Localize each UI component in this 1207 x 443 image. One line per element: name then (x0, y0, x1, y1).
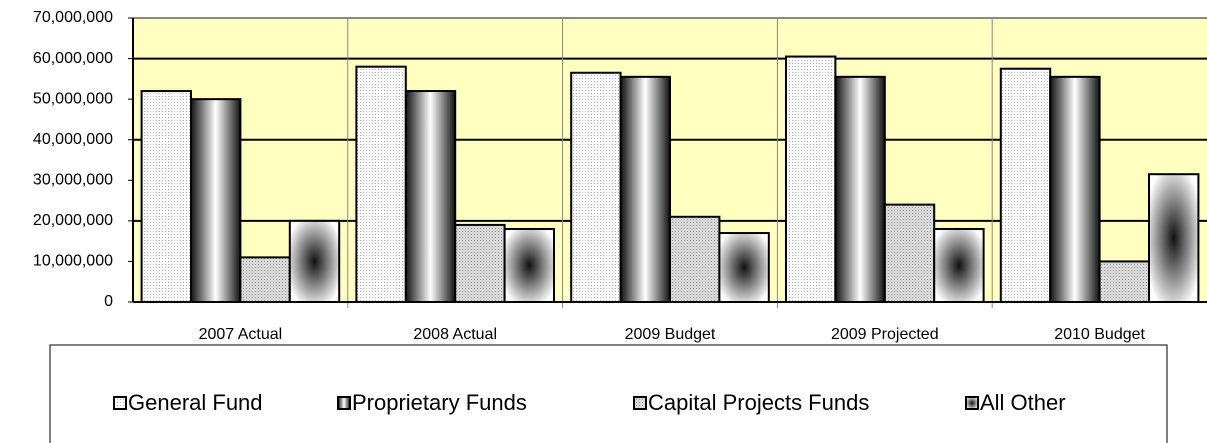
legend-label: Proprietary Funds (352, 390, 527, 415)
bar (404, 90, 457, 304)
x-tick-label: 2008 Actual (413, 326, 497, 343)
legend-label: General Fund (128, 390, 263, 415)
bar (355, 65, 407, 303)
y-tick-label: 0 (104, 293, 113, 310)
bar (834, 75, 886, 304)
bar (933, 227, 985, 304)
bar (288, 219, 341, 304)
bar (669, 215, 721, 303)
y-tick-label: 10,000,000 (33, 253, 113, 270)
bar (570, 71, 622, 304)
y-tick-label: 50,000,000 (33, 90, 113, 107)
x-tick-label: 2009 Budget (625, 326, 716, 343)
bar (999, 67, 1052, 304)
y-tick-label: 60,000,000 (33, 50, 113, 67)
bar (454, 223, 506, 304)
x-tick-label: 2009 Projected (831, 326, 939, 343)
legend-label: Capital Projects Funds (648, 390, 869, 415)
bar (619, 75, 672, 304)
bar (883, 203, 936, 303)
legend-swatch (113, 396, 127, 410)
legend-swatch (965, 396, 979, 410)
legend-swatch (337, 396, 351, 410)
y-tick-label: 40,000,000 (33, 131, 113, 148)
bar (784, 55, 837, 303)
bar (239, 256, 291, 303)
x-tick-label: 2010 Budget (1054, 326, 1145, 343)
legend-label: All Other (980, 390, 1066, 415)
legend-swatch (633, 396, 647, 410)
bar (1098, 260, 1151, 303)
y-tick-label: 70,000,000 (33, 9, 113, 26)
legend-box (49, 344, 1168, 443)
bar (718, 232, 770, 303)
x-tick-label: 2007 Actual (199, 326, 283, 343)
y-tick-label: 30,000,000 (33, 172, 113, 189)
bar (140, 90, 192, 304)
bar (1148, 173, 1200, 303)
bar (189, 98, 242, 304)
bar (1049, 75, 1101, 304)
y-tick-label: 20,000,000 (33, 212, 113, 229)
bar (503, 227, 556, 304)
